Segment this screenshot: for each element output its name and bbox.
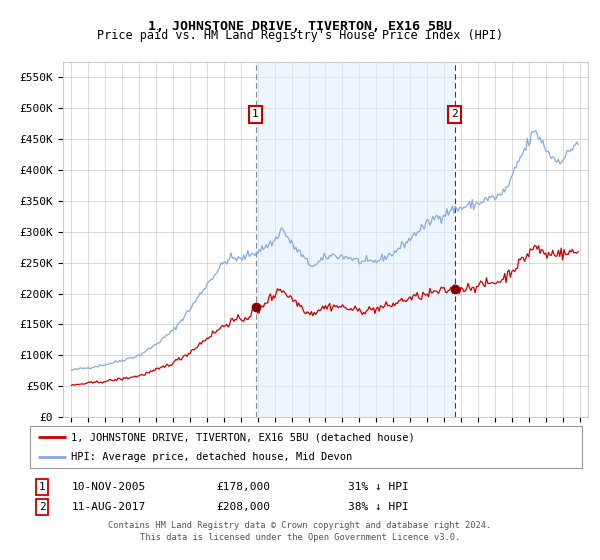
- Text: 11-AUG-2017: 11-AUG-2017: [72, 502, 146, 512]
- Text: Price paid vs. HM Land Registry's House Price Index (HPI): Price paid vs. HM Land Registry's House …: [97, 29, 503, 42]
- Bar: [256, 62, 455, 417]
- Text: £208,000: £208,000: [216, 502, 270, 512]
- Text: 1, JOHNSTONE DRIVE, TIVERTON, EX16 5BU: 1, JOHNSTONE DRIVE, TIVERTON, EX16 5BU: [148, 20, 452, 32]
- Text: 31% ↓ HPI: 31% ↓ HPI: [348, 482, 409, 492]
- Text: 1, JOHNSTONE DRIVE, TIVERTON, EX16 5BU (detached house): 1, JOHNSTONE DRIVE, TIVERTON, EX16 5BU (…: [71, 432, 415, 442]
- Text: 1: 1: [252, 109, 259, 119]
- Text: 2: 2: [451, 109, 458, 119]
- Text: £178,000: £178,000: [216, 482, 270, 492]
- Text: This data is licensed under the Open Government Licence v3.0.: This data is licensed under the Open Gov…: [140, 533, 460, 542]
- Text: 1: 1: [38, 482, 46, 492]
- Text: 10-NOV-2005: 10-NOV-2005: [72, 482, 146, 492]
- Text: HPI: Average price, detached house, Mid Devon: HPI: Average price, detached house, Mid …: [71, 452, 353, 462]
- Text: 2: 2: [38, 502, 46, 512]
- Text: Contains HM Land Registry data © Crown copyright and database right 2024.: Contains HM Land Registry data © Crown c…: [109, 521, 491, 530]
- Text: 38% ↓ HPI: 38% ↓ HPI: [348, 502, 409, 512]
